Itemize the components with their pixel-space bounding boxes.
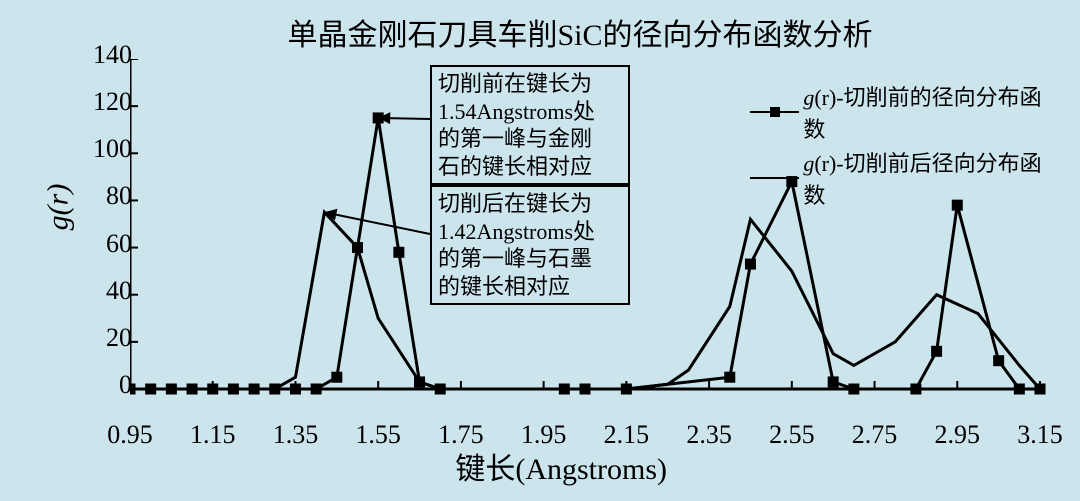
xtick-label: 1.55	[355, 420, 401, 450]
xtick-label: 2.15	[604, 420, 650, 450]
legend-row: g(r)-切削前后径向分布函数	[750, 146, 1060, 210]
ytick-label: 0	[72, 370, 132, 400]
ytick-label: 60	[72, 229, 132, 259]
xtick-label: 1.75	[438, 420, 484, 450]
ytick-label: 140	[72, 40, 132, 70]
y-axis-label: g(r)	[41, 184, 75, 231]
ytick-label: 100	[72, 134, 132, 164]
xtick-label: 1.95	[521, 420, 567, 450]
legend-row: g(r)-切削前的径向分布函数	[750, 80, 1060, 144]
xtick-label: 2.35	[686, 420, 732, 450]
ytick-label: 40	[72, 276, 132, 306]
ytick-label: 80	[72, 181, 132, 211]
legend: g(r)-切削前的径向分布函数g(r)-切削前后径向分布函数	[750, 80, 1060, 212]
xtick-label: 2.75	[852, 420, 898, 450]
annotation-box: 切削后在键长为1.42Angstroms处的第一峰与石墨的键长相对应	[430, 185, 630, 305]
xtick-label: 2.55	[769, 420, 815, 450]
legend-label: g(r)-切削前后径向分布函数	[803, 146, 1060, 210]
chart-title: 单晶金刚石刀具车削SiC的径向分布函数分析	[100, 10, 1060, 54]
ytick-label: 20	[72, 323, 132, 353]
xtick-label: 3.15	[1017, 420, 1063, 450]
x-axis-label: 键长(Angstroms)	[455, 444, 667, 488]
ytick-label: 120	[72, 87, 132, 117]
annotation-box: 切削前在键长为1.54Angstroms处的第一峰与金刚石的键长相对应	[430, 65, 630, 185]
legend-square-marker-icon	[770, 107, 780, 117]
xtick-label: 1.15	[190, 420, 236, 450]
xtick-label: 0.95	[107, 420, 153, 450]
legend-line-icon	[750, 111, 799, 113]
xtick-label: 2.95	[935, 420, 981, 450]
chart-container: 单晶金刚石刀具车削SiC的径向分布函数分析 g(r) 键长(Angstroms)…	[20, 10, 1060, 490]
xtick-label: 1.35	[273, 420, 319, 450]
legend-label: g(r)-切削前的径向分布函数	[803, 80, 1060, 144]
legend-line-icon	[750, 177, 799, 179]
